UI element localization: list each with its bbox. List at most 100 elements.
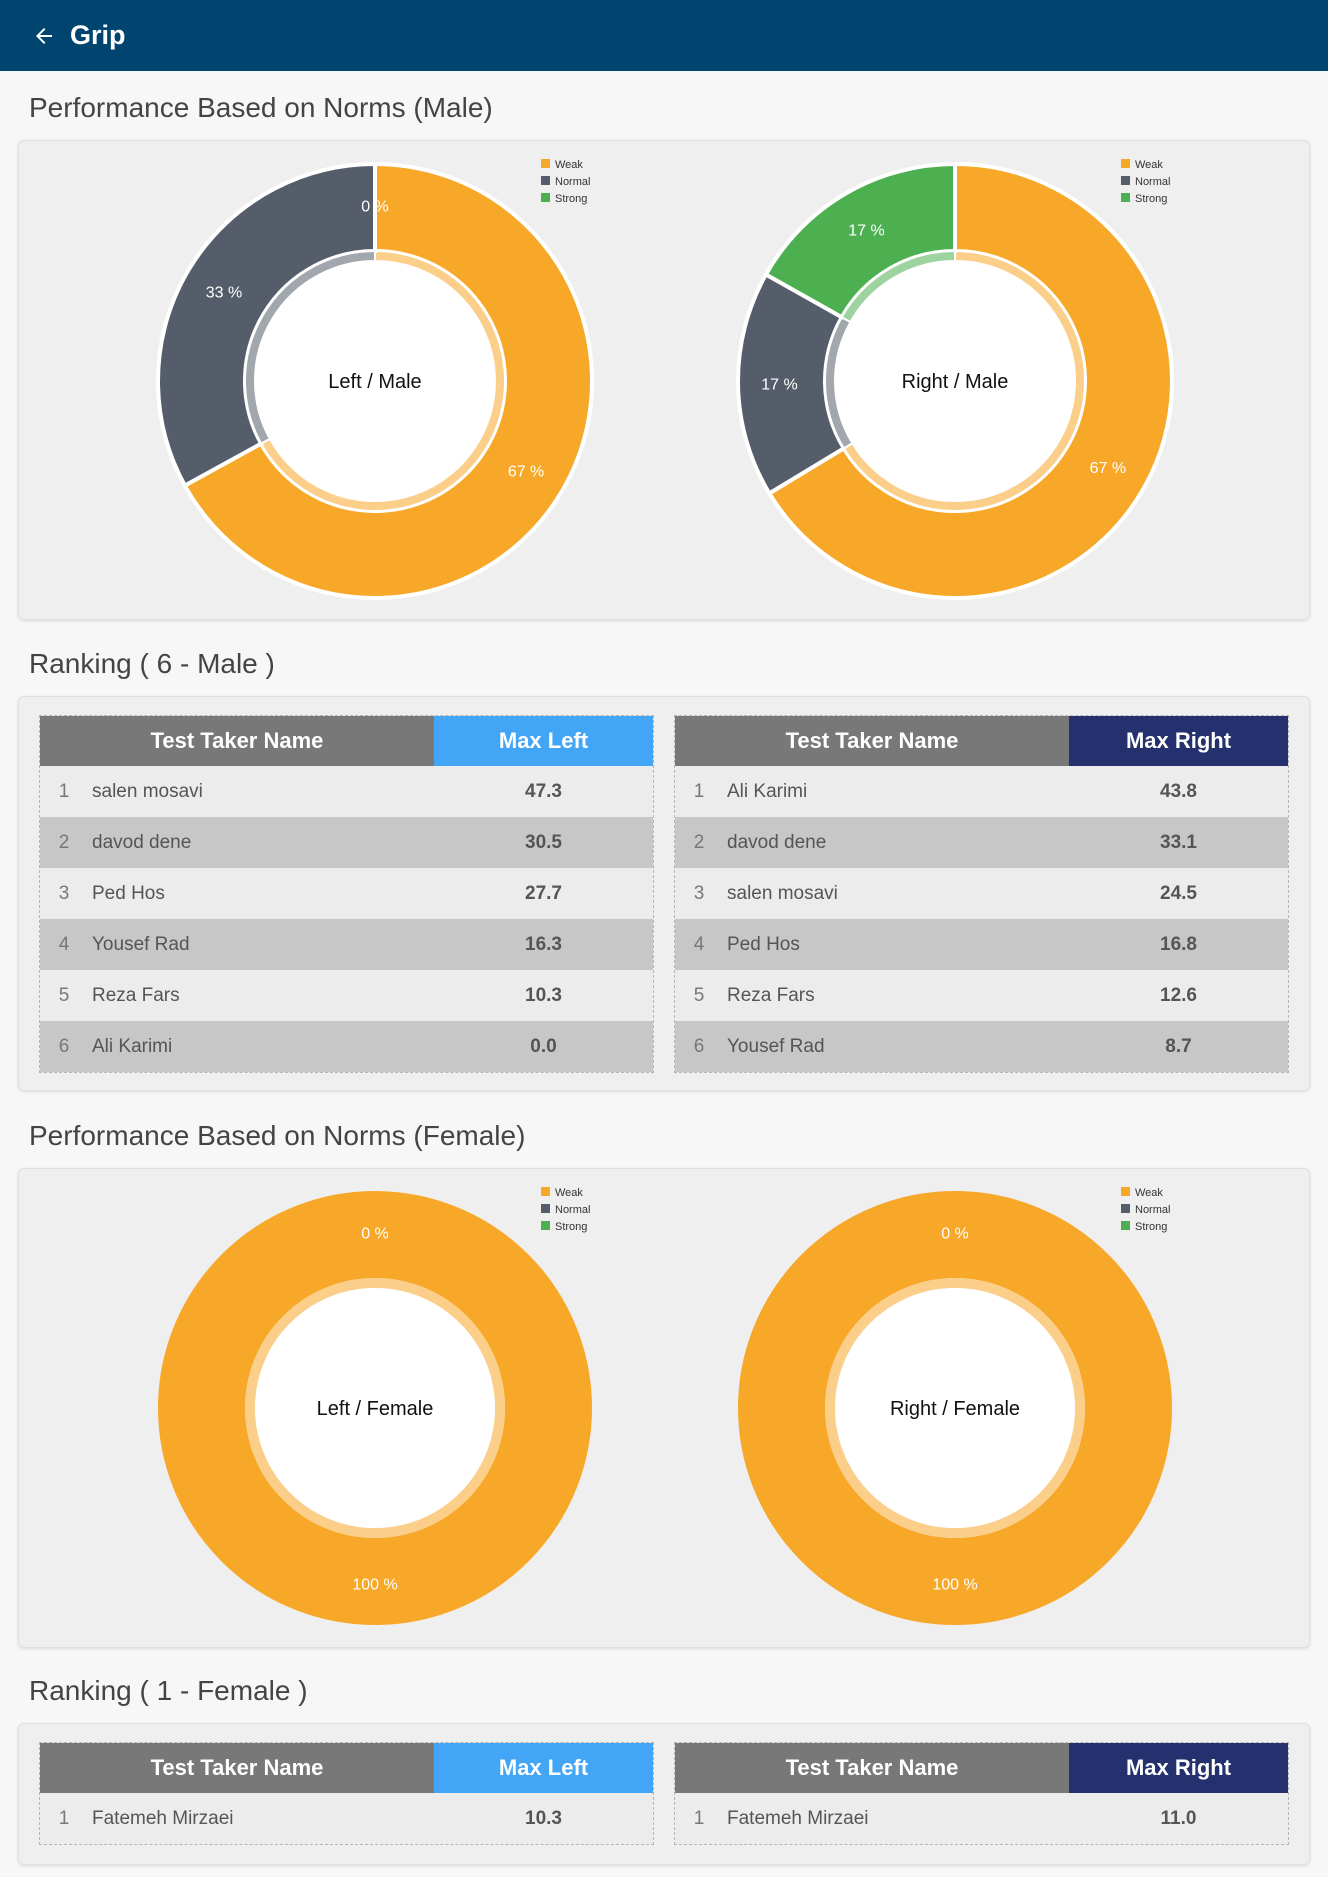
- table-row[interactable]: 5 Reza Fars 12.6: [675, 970, 1288, 1021]
- center-label: Right / Male: [902, 371, 1009, 393]
- female-norms-charts: 100 %0 %Left / FemaleWeakNormalStrong100…: [158, 1187, 1172, 1625]
- table-row[interactable]: 2 davod dene 33.1: [675, 817, 1288, 868]
- header-value[interactable]: Max Left: [434, 716, 653, 766]
- female-norms-title: Performance Based on Norms (Female): [29, 1120, 526, 1151]
- legend-label-strong: Strong: [1135, 193, 1167, 205]
- slice-label: 17 %: [848, 222, 884, 239]
- row-name: davod dene: [92, 831, 192, 853]
- slice-inner-weak: [825, 1278, 1085, 1538]
- table-row[interactable]: 3 salen mosavi 24.5: [675, 868, 1288, 919]
- row-value: 12.6: [1160, 984, 1197, 1006]
- header-name[interactable]: Test Taker Name: [40, 1743, 434, 1793]
- header-value[interactable]: Max Right: [1069, 716, 1288, 766]
- table-row[interactable]: 4 Ped Hos 16.8: [675, 919, 1288, 970]
- header-name[interactable]: Test Taker Name: [675, 1743, 1069, 1793]
- slice-label: 17 %: [761, 377, 797, 394]
- legend-swatch-normal: [1121, 176, 1130, 185]
- table-header: Test Taker Name Max Left: [40, 1743, 653, 1793]
- male-right-table: Test Taker Name Max Right 1 Ali Karimi 43.8 2…: [674, 715, 1289, 1073]
- header-value[interactable]: Max Left: [434, 1743, 653, 1793]
- legend-swatch-strong: [1121, 193, 1130, 202]
- slice-label: 67 %: [1090, 460, 1126, 477]
- slice-weak[interactable]: [158, 1191, 592, 1625]
- row-rank: 2: [58, 831, 70, 853]
- row-value: 10.3: [525, 984, 562, 1006]
- table-row[interactable]: 3 Ped Hos 27.7: [40, 868, 653, 919]
- slice-label: 100 %: [352, 1577, 397, 1594]
- female-left-table: Test Taker Name Max Left 1 Fatemeh Mirzaei 1…: [39, 1742, 654, 1845]
- row-rank: 1: [58, 780, 70, 802]
- table-row[interactable]: 2 davod dene 30.5: [40, 817, 653, 868]
- row-name: Reza Fars: [92, 984, 180, 1006]
- slice-inner-weak: [245, 1278, 505, 1538]
- header-name[interactable]: Test Taker Name: [675, 716, 1069, 766]
- row-name: Fatemeh Mirzaei: [727, 1807, 869, 1829]
- table-row[interactable]: 1 Fatemeh Mirzaei 11.0: [675, 1793, 1288, 1844]
- row-rank: 2: [693, 831, 705, 853]
- row-rank: 3: [693, 882, 705, 904]
- table-row[interactable]: 4 Yousef Rad 16.3: [40, 919, 653, 970]
- slice-label: 100 %: [932, 1577, 977, 1594]
- table-row[interactable]: 6 Ali Karimi 0.0: [40, 1021, 653, 1072]
- legend-swatch-strong: [541, 1221, 550, 1230]
- legend-swatch-normal: [541, 1204, 550, 1213]
- row-name: Yousef Rad: [727, 1035, 825, 1057]
- table-row[interactable]: 1 salen mosavi 47.3: [40, 766, 653, 817]
- row-rank: 5: [58, 984, 70, 1006]
- table-header: Test Taker Name Max Right: [675, 1743, 1288, 1793]
- donut-hole: [255, 261, 495, 501]
- row-rank: 3: [58, 882, 70, 904]
- row-rank: 5: [693, 984, 705, 1006]
- slice-weak[interactable]: [738, 1191, 1172, 1625]
- table-row[interactable]: 6 Yousef Rad 8.7: [675, 1021, 1288, 1072]
- donut-hole: [835, 1288, 1075, 1528]
- legend-label-strong: Strong: [555, 1221, 587, 1233]
- page-title: Grip: [70, 20, 126, 50]
- row-value: 43.8: [1160, 780, 1197, 802]
- row-name: salen mosavi: [92, 780, 203, 802]
- legend-label-normal: Normal: [555, 176, 590, 188]
- row-value: 16.3: [525, 933, 562, 955]
- male-norms-card: 67 % 33 % 0 % Left / Male Weak Normal Strong 67…: [18, 140, 1310, 620]
- row-value: 27.7: [525, 882, 562, 904]
- header-value[interactable]: Max Right: [1069, 1743, 1288, 1793]
- legend-label-weak: Weak: [555, 1187, 583, 1199]
- row-rank: 6: [693, 1035, 705, 1057]
- table-row[interactable]: 1 Ali Karimi 43.8: [675, 766, 1288, 817]
- donut-chart: 67 % 33 % 0 % Left / Male Weak Normal Strong: [156, 159, 594, 600]
- legend-label-normal: Normal: [1135, 1204, 1170, 1216]
- row-value: 30.5: [525, 831, 562, 853]
- row-value: 47.3: [525, 780, 562, 802]
- donut-hole: [835, 261, 1075, 501]
- female-ranking-card: Test Taker Name Max Left 1 Fatemeh Mirzaei 1…: [18, 1723, 1310, 1865]
- table-row[interactable]: 1 Fatemeh Mirzaei 10.3: [40, 1793, 653, 1844]
- legend-swatch-normal: [541, 176, 550, 185]
- row-name: Ali Karimi: [92, 1035, 173, 1057]
- male-ranking-card: Test Taker Name Max Left 1 salen mosavi 47.3…: [18, 696, 1310, 1091]
- donut-chart: 100 % 0 % Left / Female Weak Normal Strong: [158, 1187, 592, 1625]
- row-name: Reza Fars: [727, 984, 815, 1006]
- row-value: 10.3: [525, 1807, 562, 1829]
- table-header: Test Taker Name Max Right: [675, 716, 1288, 766]
- donut-chart: 67 % 17 % 17 % Right / Male Weak Normal Strong: [736, 159, 1174, 600]
- header-name[interactable]: Test Taker Name: [40, 716, 434, 766]
- legend-swatch-weak: [541, 1187, 550, 1196]
- legend-label-normal: Normal: [1135, 176, 1170, 188]
- row-value: 24.5: [1160, 882, 1197, 904]
- row-rank: 6: [58, 1035, 70, 1057]
- legend-swatch-strong: [1121, 1221, 1130, 1230]
- slice-label: 67 %: [508, 463, 544, 480]
- arrow-left-icon[interactable]: [30, 22, 58, 50]
- donut-hole: [255, 1288, 495, 1528]
- row-name: Yousef Rad: [92, 933, 190, 955]
- row-rank: 4: [693, 933, 705, 955]
- legend-label-strong: Strong: [1135, 1221, 1167, 1233]
- male-norms-charts: 67 %33 %0 %Left / MaleWeakNormalStrong67…: [156, 159, 1174, 600]
- legend-label-strong: Strong: [555, 193, 587, 205]
- table-row[interactable]: 5 Reza Fars 10.3: [40, 970, 653, 1021]
- male-ranking-title: Ranking ( 6 - Male ): [29, 648, 275, 679]
- slice-label: 0 %: [361, 199, 389, 216]
- row-name: Fatemeh Mirzaei: [92, 1807, 234, 1829]
- legend-label-normal: Normal: [555, 1204, 590, 1216]
- row-name: Ped Hos: [727, 933, 800, 955]
